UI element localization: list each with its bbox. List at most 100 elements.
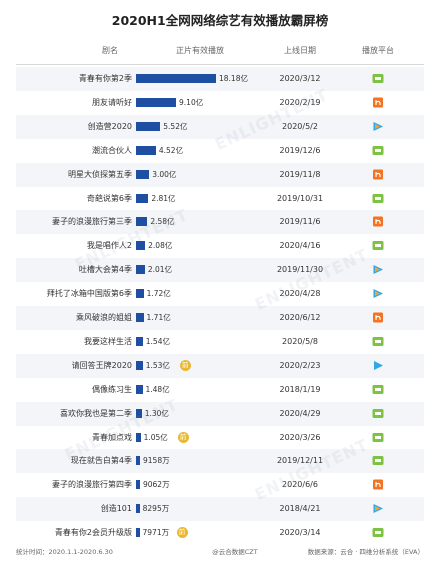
show-name: 创造营2020	[87, 121, 132, 131]
play-bar	[136, 217, 148, 227]
row-stripe	[16, 449, 424, 474]
play-value: 1.53亿	[145, 360, 170, 370]
play-bar	[136, 456, 141, 466]
table-row: 创造101 8295万 2018/4/21	[0, 497, 440, 522]
row-stripe	[16, 162, 424, 187]
show-name: 明星大侦探第五季	[68, 169, 132, 179]
tencent-icon	[373, 265, 383, 275]
play-bar	[136, 74, 216, 83]
mango-icon	[373, 97, 383, 108]
play-value: 9062万	[142, 480, 170, 490]
iqiyi-icon	[372, 384, 384, 394]
play-bar	[136, 528, 140, 538]
table-row: 我要这样生活 1.54亿 2020/5/8	[0, 330, 440, 354]
iqiyi-icon	[372, 456, 384, 466]
table-row: 奇葩说第6季 2.81亿 2019/10/31	[0, 187, 440, 211]
play-bar	[136, 313, 144, 322]
release-date: 2020/4/16	[279, 241, 321, 251]
release-date: 2020/5/2	[282, 121, 318, 131]
table-row: 妻子的浪漫旅行第三季 2.58亿 2019/11/6	[0, 210, 440, 235]
badge-icon: 前	[176, 527, 188, 539]
play-bar	[136, 504, 140, 514]
release-date: 2019/11/30	[276, 265, 324, 275]
row-stripe	[16, 210, 424, 235]
play-bar	[136, 97, 177, 107]
play-value: 1.54亿	[145, 336, 170, 346]
release-date: 2020/3/14	[279, 528, 321, 538]
show-name: 请回答王牌2020	[71, 360, 132, 370]
play-value: 2.58亿	[150, 217, 175, 227]
mango-icon	[373, 479, 383, 490]
play-value: 2.81亿	[151, 193, 176, 203]
show-name: 偶像练习生	[92, 384, 132, 394]
table-row: 我是唱作人2 2.08亿 2020/4/16	[0, 234, 440, 258]
play-value: 9158万	[143, 456, 170, 466]
show-name: 喜欢你我也是第二季	[60, 408, 132, 418]
play-value: 8295万	[142, 504, 170, 514]
play-bar	[136, 432, 141, 442]
release-date: 2020/3/26	[279, 432, 321, 442]
show-name: 吐槽大会第4季	[78, 265, 132, 275]
show-name: 青春加点戏	[92, 432, 132, 442]
table-row: 拜托了冰箱中国版第6季 1.72亿 2020/4/28	[0, 282, 440, 306]
iqiyi-icon	[372, 145, 384, 155]
header-name: 剧名	[102, 46, 118, 55]
play-bar	[136, 384, 143, 394]
tencent-icon	[373, 504, 383, 514]
table-row: 青春有你2会员升级版 7971万前 2020/3/14	[0, 521, 440, 545]
release-date: 2019/11/8	[279, 169, 321, 179]
badge-icon: 前	[177, 431, 189, 443]
badge-icon: 前	[179, 359, 191, 371]
table-row: 明星大侦探第五季 3.00亿 2019/11/8	[0, 162, 440, 187]
show-name: 乘风破浪的姐姐	[76, 313, 132, 322]
release-date: 2019/10/31	[276, 193, 324, 203]
mango-icon	[373, 169, 383, 180]
release-date: 2020/5/8	[282, 336, 318, 346]
release-date: 2020/4/29	[279, 408, 321, 418]
show-name: 我要这样生活	[84, 336, 132, 346]
chart-title: 2020H1全网网络综艺有效播放霸屏榜	[111, 13, 329, 28]
play-bar	[136, 289, 144, 299]
play-value: 1.30亿	[144, 408, 169, 418]
table-row: 朋友请听好 9.10亿 2020/2/19	[0, 91, 440, 115]
footer-period: 统计时间：2020.1.1-2020.6.30	[16, 548, 113, 556]
play-bar	[136, 360, 143, 370]
release-date: 2020/2/23	[279, 360, 321, 370]
show-name: 奇葩说第6季	[86, 193, 132, 203]
row-stripe	[16, 258, 424, 283]
iqiyi-icon	[372, 528, 384, 538]
table-row: 妻子的浪漫旅行第四季 9062万 2020/6/6	[0, 473, 440, 497]
show-name: 青春有你2会员升级版	[54, 528, 132, 538]
play-bar	[136, 265, 145, 275]
show-name: 潮流合伙人	[92, 145, 132, 155]
youku-icon	[374, 360, 383, 370]
row-stripe	[16, 67, 424, 91]
release-date: 2020/3/12	[279, 74, 321, 83]
play-value: 2.08亿	[148, 241, 173, 251]
table-row: 请回答王牌2020 1.53亿前 2020/2/23	[0, 353, 440, 378]
table-row: 青春加点戏 1.05亿前 2020/3/26	[0, 426, 440, 450]
header-divider	[16, 64, 424, 65]
play-bar	[136, 480, 140, 490]
release-date: 2019/12/6	[279, 145, 321, 155]
release-date: 2018/1/19	[279, 384, 321, 394]
table-row: 现在就告白第4季 9158万 2019/12/11	[0, 449, 440, 474]
play-value: 1.71亿	[146, 313, 171, 322]
show-name: 创造101	[100, 504, 132, 514]
release-date: 2018/4/21	[279, 504, 321, 514]
table-row: 创造营2020 5.52亿 2020/5/2	[0, 114, 440, 139]
show-name: 妻子的浪漫旅行第四季	[52, 480, 132, 490]
show-name: 朋友请听好	[92, 97, 132, 107]
mango-icon	[373, 312, 383, 323]
play-bar	[136, 169, 150, 179]
footer-credit: @云合数据CZT	[212, 548, 258, 556]
footer-source: 数据来源：云合 · 四维分析系统（EVA）	[307, 548, 424, 556]
iqiyi-icon	[372, 336, 384, 346]
mango-icon	[373, 216, 383, 227]
play-bar	[136, 336, 143, 346]
release-date: 2020/2/19	[279, 97, 321, 107]
row-stripe	[16, 353, 424, 378]
play-value: 4.52亿	[158, 145, 184, 155]
play-value: 18.18亿	[219, 74, 248, 83]
play-value: 5.52亿	[163, 121, 188, 131]
